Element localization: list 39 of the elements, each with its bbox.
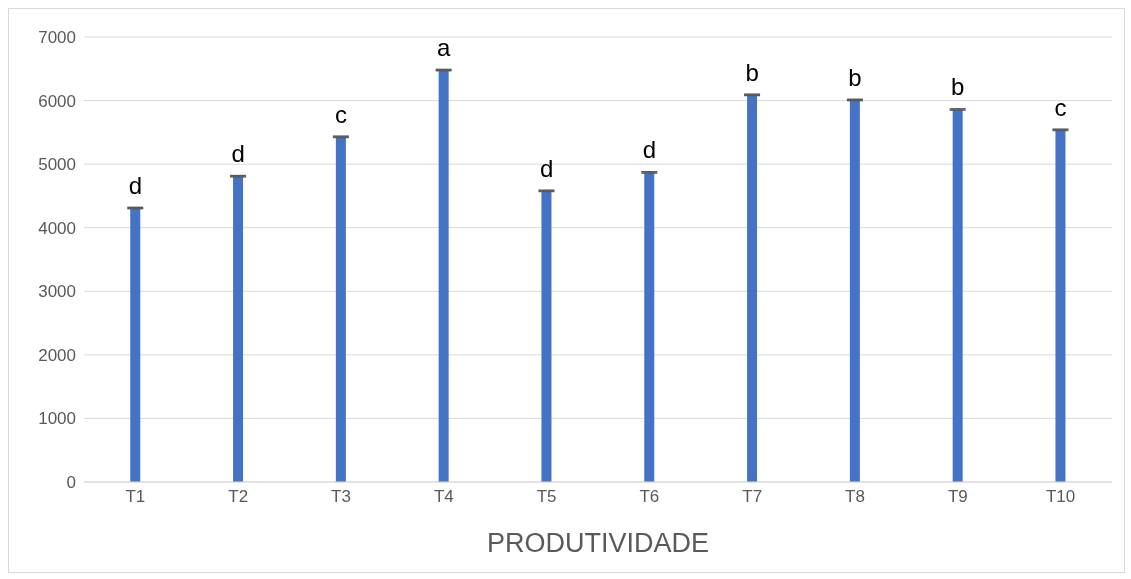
annotation: c — [1054, 93, 1067, 121]
bar — [952, 109, 963, 482]
y-tick-label: 5000 — [38, 155, 76, 175]
bar — [130, 208, 141, 482]
bar — [644, 172, 655, 482]
x-tick-label: T10 — [1045, 487, 1076, 507]
annotation: a — [437, 34, 452, 62]
bar — [541, 190, 552, 482]
x-tick-label: T4 — [433, 487, 454, 507]
x-tick-label: T1 — [125, 487, 146, 507]
bar — [438, 70, 449, 482]
y-tick-label: 4000 — [38, 218, 76, 238]
x-tick-label: T6 — [639, 487, 660, 507]
annotation: d — [231, 140, 245, 168]
annotation: d — [128, 172, 143, 200]
x-tick-label: T3 — [331, 487, 351, 507]
x-tick-label: T9 — [947, 487, 968, 507]
x-tick-label: T5 — [536, 487, 557, 507]
y-tick-label: 7000 — [38, 28, 76, 48]
y-tick-label: 1000 — [38, 409, 76, 429]
bar — [849, 99, 860, 482]
annotation: d — [642, 136, 657, 164]
annotation: d — [539, 154, 554, 182]
annotation: b — [951, 73, 965, 101]
y-tick-label: 3000 — [38, 282, 76, 302]
bar — [335, 136, 346, 482]
y-tick-label: 0 — [66, 473, 76, 493]
x-tick-label: T2 — [228, 487, 249, 507]
bar — [1055, 129, 1066, 482]
x-axis-title: PRODUTIVIDADE — [486, 528, 710, 558]
annotation: b — [848, 63, 862, 91]
y-tick-label: 6000 — [38, 91, 76, 111]
y-tick-label: 2000 — [38, 345, 76, 365]
x-tick-label: T8 — [845, 487, 865, 507]
bar — [747, 94, 758, 482]
annotation: b — [745, 58, 759, 86]
annotation: c — [335, 100, 347, 128]
bar — [233, 176, 244, 482]
x-tick-label: T7 — [742, 487, 763, 507]
